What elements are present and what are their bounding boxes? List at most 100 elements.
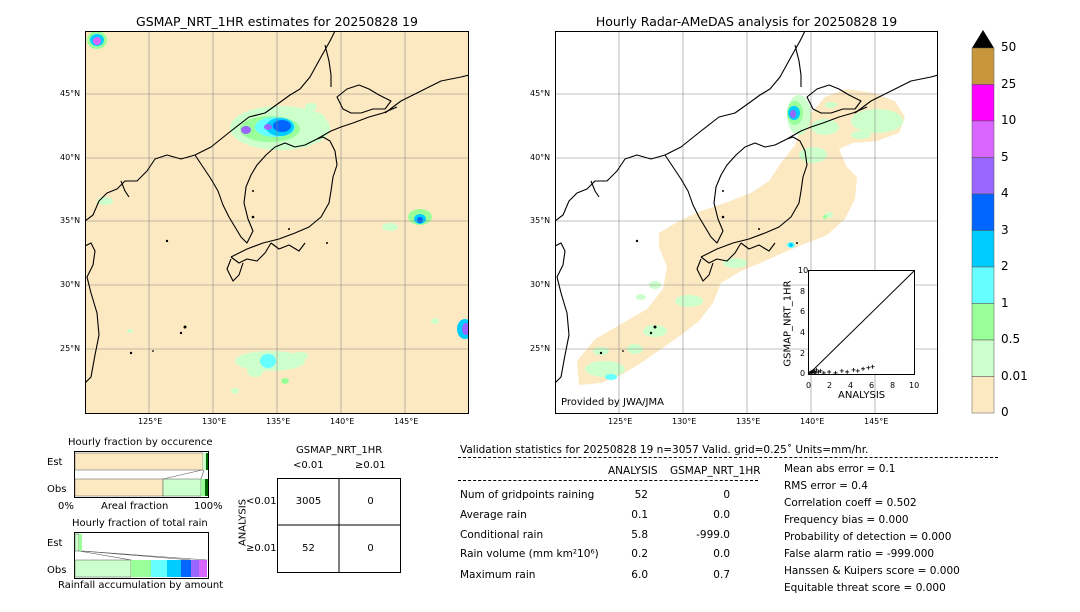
contingency-row-lt: <0.01: [246, 496, 277, 507]
stats-col-analysis: ANALYSIS: [608, 465, 658, 477]
total-rain-obs-4: [181, 560, 191, 577]
occurrence-est-label: Est: [47, 457, 63, 468]
total-rain-obs-2: [151, 560, 167, 577]
colorbar: [971, 30, 995, 414]
total-rain-xlabel: Rainfall accumulation by amount: [58, 580, 224, 591]
total-rain-title: Hourly fraction of total rain: [72, 518, 208, 529]
scatter-y-tick-2: 2: [800, 349, 806, 358]
occurrence-est-rain: [203, 453, 206, 470]
stats-row-analysis: 0.2: [631, 548, 648, 560]
contingency-cell-10: 52: [302, 543, 315, 554]
contingency-cell-00: 3005: [295, 496, 322, 507]
stats-row-label: Maximum rain: [460, 569, 536, 581]
scatter-point: [861, 366, 866, 371]
colorbar-label: 1: [1001, 295, 1009, 310]
contingency-title: GSMAP_NRT_1HR: [296, 445, 383, 456]
occurrence-obs-heavy: [205, 479, 208, 496]
stats-row-gsmap: 0.0: [713, 548, 730, 560]
stats-row-analysis: 0.1: [631, 509, 648, 521]
contingency-cell-01: 0: [367, 496, 374, 507]
scatter-point: [821, 370, 826, 375]
scatter-x-tick-0: 0: [806, 381, 812, 390]
stats-col-gsmap: GSMAP_NRT_1HR: [670, 465, 761, 477]
right-map-title: Hourly Radar-AMeDAS analysis for 2025082…: [595, 14, 898, 29]
colorbar-label: 0: [1001, 405, 1009, 419]
map-credit: Provided by JWA/JMA: [561, 397, 664, 408]
scatter-point: [839, 368, 844, 373]
score-pod: Probability of detection = 0.000: [784, 531, 952, 543]
right-map-rain-patches: [585, 95, 903, 380]
colorbar-segment: [971, 303, 995, 341]
scatter-xlabel: ANALYSIS: [838, 390, 886, 401]
score-corr: Correlation coeff = 0.502: [784, 497, 917, 509]
scatter-point: [818, 368, 823, 373]
left-lon-125: 125°E: [138, 417, 163, 426]
scatter-point: [816, 369, 821, 374]
stats-row-label: Rain volume (mm km²10⁶): [460, 548, 599, 560]
right-lon-145: 145°E: [864, 417, 889, 426]
right-map-coverage: [577, 89, 905, 385]
scatter-y-tick-6: 6: [800, 307, 806, 316]
colorbar-segment: [971, 193, 995, 231]
score-hk: Hanssen & Kuipers score = 0.000: [784, 565, 960, 577]
stats-header-rule: [458, 457, 998, 458]
stats-col-rule: [458, 480, 758, 481]
left-map-title: GSMAP_NRT_1HR estimates for 20250828 19: [136, 14, 418, 29]
score-mae: Mean abs error = 0.1: [784, 463, 896, 475]
left-map-graticule: [85, 31, 469, 414]
left-map-islands: [129, 190, 328, 355]
scatter-point: [855, 368, 860, 373]
score-freq-bias: Frequency bias = 0.000: [784, 514, 909, 526]
scatter-points: [808, 364, 875, 375]
left-lat-35: 35°N: [60, 216, 81, 225]
right-map-coastlines: [555, 31, 938, 384]
stats-row-analysis: 5.8: [631, 529, 648, 541]
right-map-frame: [555, 31, 938, 414]
total-rain-obs-label: Obs: [47, 565, 67, 576]
scatter-x-tick-2: 2: [827, 381, 833, 390]
colorbar-segments: [971, 47, 995, 414]
total-rain-est-mid: [79, 534, 82, 551]
occurrence-chart: [74, 451, 209, 498]
colorbar-segment: [971, 120, 995, 158]
colorbar-segment: [971, 339, 995, 377]
occurrence-est-bar: [74, 452, 204, 471]
total-rain-est-label: Est: [47, 538, 63, 549]
scatter-point: [851, 367, 856, 372]
colorbar-label: 0.01: [1001, 368, 1028, 383]
contingency-col-ge: ≥0.01: [355, 460, 386, 471]
colorbar-segment: [971, 266, 995, 304]
total-rain-est-light: [74, 533, 80, 552]
scatter-y-tick-10: 10: [798, 266, 809, 275]
stats-row-gsmap: 0.7: [713, 569, 730, 581]
scatter-point: [845, 369, 850, 374]
occurrence-x-100: 100%: [194, 501, 223, 512]
scatter-ylabel: GSMAP_NRT_1HR: [782, 280, 794, 367]
left-lat-30: 30°N: [60, 280, 81, 289]
occurrence-title: Hourly fraction by occurence: [68, 437, 213, 448]
colorbar-segment: [971, 84, 995, 122]
scatter-point: [833, 370, 838, 375]
left-lat-45: 45°N: [60, 89, 81, 98]
scatter-point: [866, 365, 871, 370]
total-rain-obs-5: [191, 560, 199, 577]
colorbar-label: 3: [1001, 222, 1009, 237]
scatter-x-tick-8: 8: [890, 381, 896, 390]
stats-header: Validation statistics for 20250828 19 n=…: [460, 444, 869, 456]
left-map-coastlines: [85, 31, 469, 384]
occurrence-obs-light: [162, 478, 202, 497]
scatter-point: [870, 364, 875, 369]
right-lon-140: 140°E: [800, 417, 825, 426]
total-rain-obs-1: [131, 560, 151, 577]
right-lon-135: 135°E: [736, 417, 761, 426]
left-map: [85, 31, 469, 414]
right-lat-25: 25°N: [530, 344, 551, 353]
contingency-cell-11: 0: [367, 543, 374, 554]
left-map-rain-patches: [87, 31, 469, 394]
stats-row-label: Average rain: [460, 509, 527, 521]
colorbar-label: 4: [1001, 186, 1009, 200]
left-lon-130: 130°E: [202, 417, 227, 426]
colorbar-label: 5: [1001, 149, 1009, 164]
occurrence-est-heavy: [206, 453, 208, 470]
scatter-point: [814, 367, 819, 372]
